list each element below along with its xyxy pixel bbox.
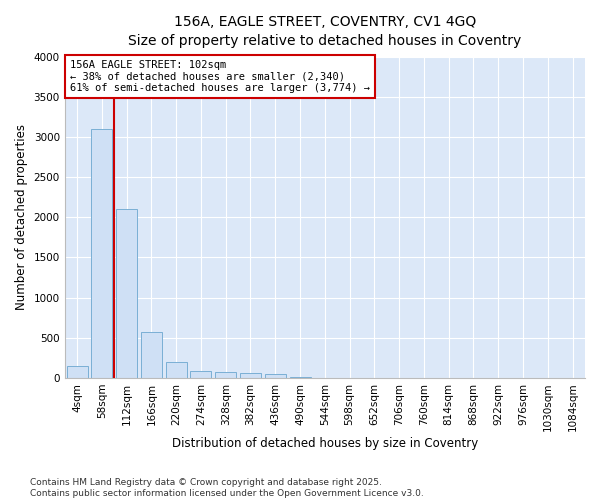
Bar	[166, 362, 187, 378]
Text: 156A EAGLE STREET: 102sqm
← 38% of detached houses are smaller (2,340)
61% of se: 156A EAGLE STREET: 102sqm ← 38% of detac…	[70, 60, 370, 93]
Bar	[215, 372, 236, 378]
Bar	[265, 374, 286, 378]
Bar	[141, 332, 162, 378]
Title: 156A, EAGLE STREET, COVENTRY, CV1 4GQ
Size of property relative to detached hous: 156A, EAGLE STREET, COVENTRY, CV1 4GQ Si…	[128, 15, 521, 48]
X-axis label: Distribution of detached houses by size in Coventry: Distribution of detached houses by size …	[172, 437, 478, 450]
Bar	[190, 370, 211, 378]
Y-axis label: Number of detached properties: Number of detached properties	[15, 124, 28, 310]
Bar	[240, 373, 261, 378]
Bar	[67, 366, 88, 378]
Bar	[116, 210, 137, 378]
Text: Contains HM Land Registry data © Crown copyright and database right 2025.
Contai: Contains HM Land Registry data © Crown c…	[30, 478, 424, 498]
Bar	[91, 129, 112, 378]
